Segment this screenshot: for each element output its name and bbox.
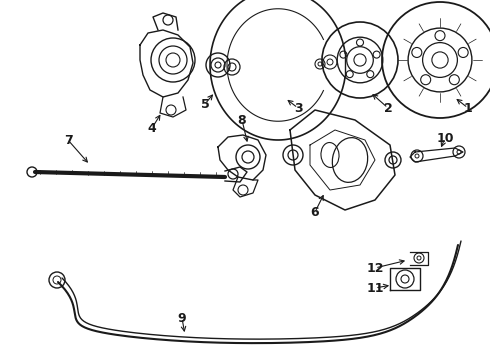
Text: 11: 11: [366, 282, 384, 294]
Text: 7: 7: [64, 134, 73, 147]
Text: 2: 2: [384, 102, 392, 114]
Text: 9: 9: [178, 311, 186, 324]
Text: 6: 6: [311, 206, 319, 219]
Text: 12: 12: [366, 261, 384, 275]
Text: 8: 8: [238, 113, 246, 126]
Text: 4: 4: [147, 122, 156, 135]
Text: 1: 1: [464, 102, 472, 114]
Text: 10: 10: [436, 131, 454, 144]
Text: 3: 3: [294, 102, 302, 114]
Text: 5: 5: [200, 98, 209, 111]
